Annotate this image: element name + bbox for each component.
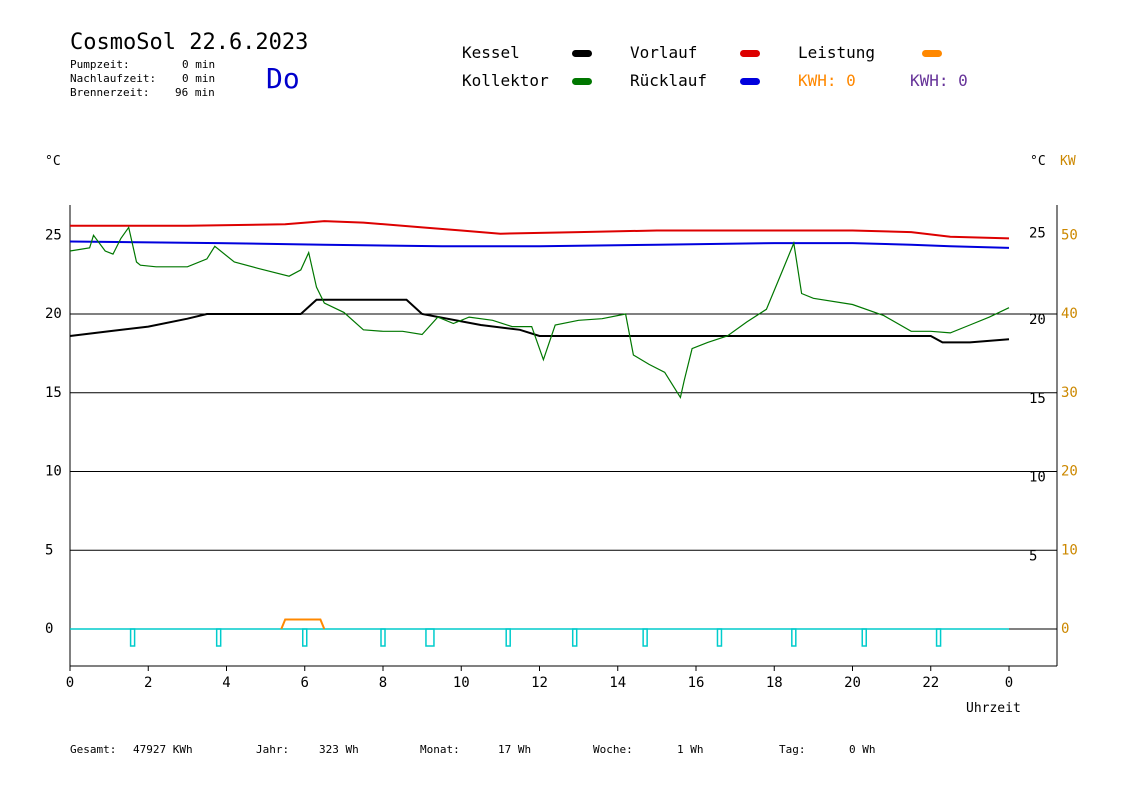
x-tick-label: 12 xyxy=(531,675,548,691)
x-tick-label: 2 xyxy=(144,675,152,691)
y-right-kw-tick-label: 0 xyxy=(1061,621,1069,637)
weekday-label: Do xyxy=(266,62,300,95)
x-tick-label: 8 xyxy=(379,675,387,691)
y-left-tick-label: 10 xyxy=(45,464,62,480)
y-right-c-tick-label: 5 xyxy=(1029,548,1037,564)
y-left-tick-label: 25 xyxy=(45,227,62,243)
x-tick-label: 20 xyxy=(844,675,861,691)
left-axis-unit: °C xyxy=(45,154,61,169)
footer-woche-value: 1 Wh xyxy=(677,743,704,756)
x-tick-label: 16 xyxy=(688,675,705,691)
footer-woche-label: Woche: xyxy=(593,743,633,756)
right-axis-unit-c: °C xyxy=(1030,154,1046,169)
footer-jahr-label: Jahr: xyxy=(256,743,290,756)
footer-jahr-value: 323 Wh xyxy=(319,743,359,756)
x-axis-label: Uhrzeit xyxy=(966,701,1021,716)
pump-pulse xyxy=(571,628,578,647)
footer-tag-label: Tag: xyxy=(779,743,806,756)
pump-pulse xyxy=(716,628,723,647)
pump-pulse xyxy=(425,628,435,647)
pump-pulse xyxy=(380,628,386,647)
legend-kessel-swatch xyxy=(572,50,592,57)
x-tick-label: 18 xyxy=(766,675,783,691)
x-tick-label: 14 xyxy=(609,675,626,691)
brenner-time-label: Brennerzeit: xyxy=(70,86,150,99)
chart-title: CosmoSol 22.6.2023 xyxy=(70,30,309,55)
pump-time-label: Pumpzeit: xyxy=(70,58,130,71)
legend-vorlauf-swatch xyxy=(740,50,760,57)
x-tick-label: 0 xyxy=(66,675,74,691)
y-right-c-tick-label: 15 xyxy=(1029,391,1046,407)
y-right-c-tick-label: 20 xyxy=(1029,312,1046,328)
nachlauf-time-label: Nachlaufzeit: xyxy=(70,72,157,85)
y-right-kw-tick-label: 10 xyxy=(1061,542,1078,558)
y-right-kw-tick-label: 50 xyxy=(1061,227,1078,243)
legend-kollektor-label: Kollektor xyxy=(462,71,549,90)
legend-leistung-swatch xyxy=(922,50,942,57)
series-ruecklauf xyxy=(69,240,1010,249)
y-left-tick-label: 20 xyxy=(45,306,62,322)
legend-kollektor-swatch xyxy=(572,78,592,85)
y-right-kw-tick-label: 30 xyxy=(1061,385,1078,401)
x-tick-label: 0 xyxy=(1005,675,1013,691)
x-tick-label: 10 xyxy=(453,675,470,691)
pump-pulse xyxy=(861,628,867,647)
legend-kwh-orange: KWH: 0 xyxy=(798,71,856,90)
right-axis-unit-kw: KW xyxy=(1060,154,1076,169)
legend-kessel-label: Kessel xyxy=(462,43,520,62)
nachlauf-time-value: 0 min xyxy=(182,72,216,85)
x-tick-label: 6 xyxy=(301,675,309,691)
y-right-kw-tick-label: 40 xyxy=(1061,306,1078,322)
series-leistung xyxy=(280,618,326,630)
legend-leistung-label: Leistung xyxy=(798,43,876,62)
pump-pulse xyxy=(302,628,308,647)
footer-tag-value: 0 Wh xyxy=(849,743,876,756)
legend-vorlauf-label: Vorlauf xyxy=(630,43,698,62)
footer-gesamt-value: 47927 KWh xyxy=(133,743,193,756)
footer-monat-label: Monat: xyxy=(420,743,460,756)
pump-pulse xyxy=(935,628,942,647)
series-kollektor xyxy=(69,225,1010,400)
brenner-time-value: 96 min xyxy=(175,86,215,99)
pump-pulse xyxy=(129,628,136,647)
x-tick-label: 22 xyxy=(922,675,939,691)
series-kessel xyxy=(69,298,1010,344)
pump-pulse xyxy=(791,628,797,647)
y-left-tick-label: 15 xyxy=(45,385,62,401)
legend-ruecklauf-swatch xyxy=(740,78,760,85)
pump-pulse xyxy=(215,628,222,647)
footer-monat-value: 17 Wh xyxy=(498,743,532,756)
y-right-c-tick-label: 25 xyxy=(1029,225,1046,241)
y-left-tick-label: 0 xyxy=(45,621,53,637)
pump-time-value: 0 min xyxy=(182,58,216,71)
pump-pulse xyxy=(505,628,511,647)
x-tick-label: 4 xyxy=(222,675,230,691)
series-vorlauf xyxy=(70,220,1010,240)
y-left-tick-label: 5 xyxy=(45,542,53,558)
legend-kwh-purple: KWH: 0 xyxy=(910,71,968,90)
footer-gesamt-label: Gesamt: xyxy=(70,743,117,756)
pump-pulse xyxy=(642,628,648,647)
y-right-kw-tick-label: 20 xyxy=(1061,464,1078,480)
legend-ruecklauf-label: Rücklauf xyxy=(630,71,708,90)
y-right-c-tick-label: 10 xyxy=(1029,470,1046,486)
